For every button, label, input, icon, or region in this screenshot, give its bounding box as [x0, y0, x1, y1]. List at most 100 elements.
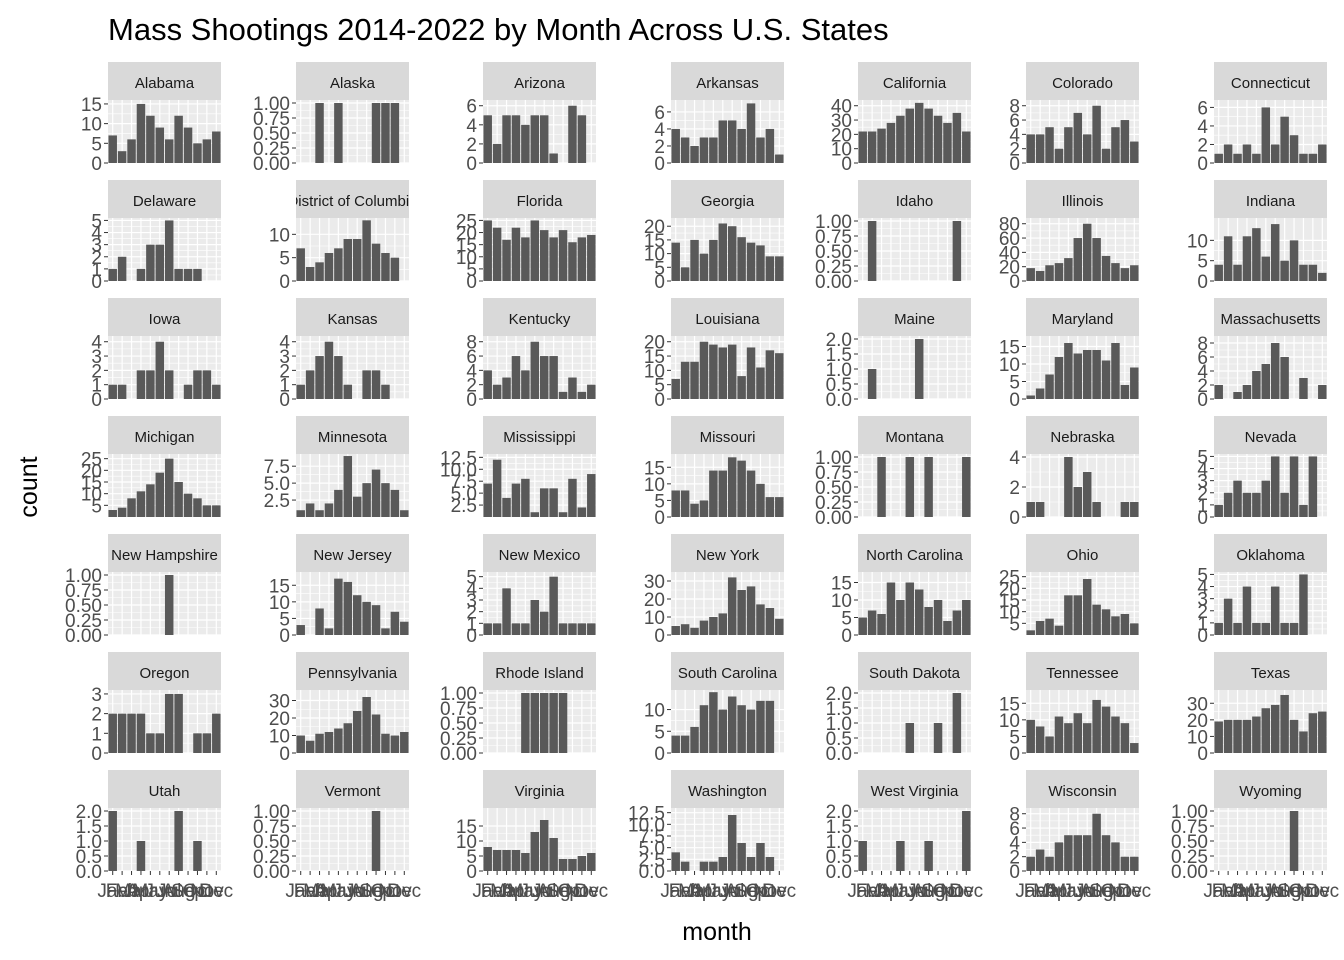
bar-alabama-apr — [136, 103, 146, 163]
bar-alabama-jul — [164, 139, 174, 163]
y-tick-label: 0 — [654, 154, 665, 175]
panel-background — [671, 218, 784, 281]
y-tick-label: 15 — [456, 236, 477, 257]
y-tick-label: 0.75 — [253, 817, 290, 838]
facet-strip — [296, 534, 409, 572]
bar-nevada-jul — [1270, 456, 1280, 517]
bar-new-york-apr — [699, 620, 709, 635]
panel-background — [1026, 100, 1139, 163]
y-tick-label: 2.0 — [76, 802, 102, 823]
bar-nebraska-jun — [1073, 487, 1083, 517]
bar-mississippi-jan — [483, 483, 492, 517]
panel-background — [1214, 336, 1327, 399]
facet-strip-label: Mississippi — [503, 429, 576, 446]
facet-strip — [1026, 298, 1139, 336]
facet-strip — [671, 180, 784, 218]
bar-nevada-aug — [1280, 492, 1289, 517]
x-tick-label: Dec — [762, 881, 796, 902]
bar-texas-may — [1252, 716, 1261, 753]
bar-maine-feb — [867, 369, 877, 399]
y-tick-label: 0 — [1197, 744, 1208, 765]
bar-iowa-jun — [155, 341, 165, 399]
bar-kentucky-dec — [587, 384, 596, 399]
bar-new-mexico-feb — [492, 623, 502, 635]
bar-oregon-oct — [193, 733, 202, 753]
bar-mississippi-jun — [530, 512, 540, 517]
bar-michigan-oct — [193, 498, 202, 517]
y-tick-label: 2 — [466, 135, 477, 156]
x-tick-label: Jul — [345, 881, 369, 902]
bar-nevada-jan — [1214, 504, 1223, 517]
bar-florida-jan — [483, 220, 492, 281]
bar-new-mexico-apr — [511, 623, 521, 635]
y-tick-label: 5 — [654, 258, 665, 279]
bar-alabama-jun — [155, 127, 165, 163]
bar-north-carolina-may — [896, 600, 905, 635]
bar-rhode-island-aug — [549, 693, 558, 753]
y-tick-label: 1.0 — [826, 360, 852, 381]
bar-oklahoma-mar — [1233, 622, 1242, 635]
bar-colorado-jul — [1082, 134, 1092, 163]
bar-maryland-jan — [1026, 395, 1035, 399]
bar-missouri-sep — [746, 470, 756, 517]
bar-kentucky-apr — [511, 356, 521, 399]
y-tick-label: 20 — [269, 709, 290, 730]
panel-background — [108, 100, 221, 163]
facet-strip — [296, 180, 409, 218]
bar-idaho-nov — [952, 221, 962, 281]
x-tick-label: Jul — [720, 881, 744, 902]
x-tick-label: Sep — [1089, 881, 1123, 902]
facet-strip-label: Maryland — [1052, 311, 1114, 328]
bar-california-jun — [905, 108, 915, 163]
bar-new-mexico-nov — [577, 623, 587, 635]
bar-montana-jun — [905, 457, 915, 517]
bar-new-mexico-dec — [587, 623, 596, 635]
bar-tennessee-aug — [1092, 699, 1101, 753]
bar-alabama-mar — [127, 139, 136, 163]
y-tick-label: 10 — [269, 225, 290, 246]
bar-delaware-apr — [136, 268, 146, 281]
bar-california-apr — [886, 122, 896, 163]
bar-nevada-oct — [1299, 504, 1308, 517]
bar-delaware-may — [146, 244, 155, 281]
x-tick-label: Dec — [574, 881, 608, 902]
bar-new-jersey-nov — [390, 611, 400, 635]
bar-south-carolina-jun — [718, 709, 728, 753]
facet-strip-label: Idaho — [896, 193, 934, 210]
bar-utah-jan — [108, 811, 117, 871]
bar-south-dakota-nov — [952, 693, 962, 753]
x-tick-label: Apr — [314, 881, 344, 902]
bar-minnesota-sep — [371, 469, 381, 517]
bar-indiana-jul — [1270, 224, 1280, 281]
y-tick-label: 0 — [841, 154, 852, 175]
bar-louisiana-may — [709, 344, 718, 399]
bar-district-of-columbia-oct — [381, 253, 390, 281]
x-tick-label: Oct — [371, 881, 401, 902]
bar-north-carolina-apr — [886, 582, 896, 635]
y-tick-label: 15 — [456, 817, 477, 838]
facet-strip — [1026, 534, 1139, 572]
facet-strip — [671, 62, 784, 100]
bar-texas-apr — [1242, 719, 1252, 753]
facet-panel-utah: Utah 0.00.51.01.52.0 JanFebMarAprMayJunJul… — [76, 770, 233, 902]
facet-strip-label: Iowa — [149, 311, 181, 328]
bar-new-jersey-jan — [296, 625, 305, 635]
bar-oklahoma-jan — [1214, 622, 1223, 635]
facet-strip — [858, 416, 971, 454]
facet-strip — [858, 62, 971, 100]
bar-connecticut-jul — [1270, 144, 1280, 163]
facet-strip — [108, 298, 221, 336]
bar-wisconsin-nov — [1120, 856, 1130, 871]
bar-mississippi-aug — [549, 488, 558, 517]
y-tick-label: 6 — [1197, 348, 1208, 369]
bar-new-york-aug — [737, 590, 746, 635]
bar-tennessee-apr — [1054, 716, 1064, 753]
x-tick-label: May — [1050, 881, 1086, 902]
facet-strip-label: Tennessee — [1046, 665, 1119, 682]
y-tick-label: 3 — [466, 591, 477, 612]
x-tick-label: Feb — [481, 881, 514, 902]
y-tick-label: 0 — [1009, 154, 1020, 175]
bar-wisconsin-dec — [1130, 856, 1139, 871]
facet-strip — [108, 652, 221, 690]
bar-oregon-feb — [117, 713, 127, 753]
